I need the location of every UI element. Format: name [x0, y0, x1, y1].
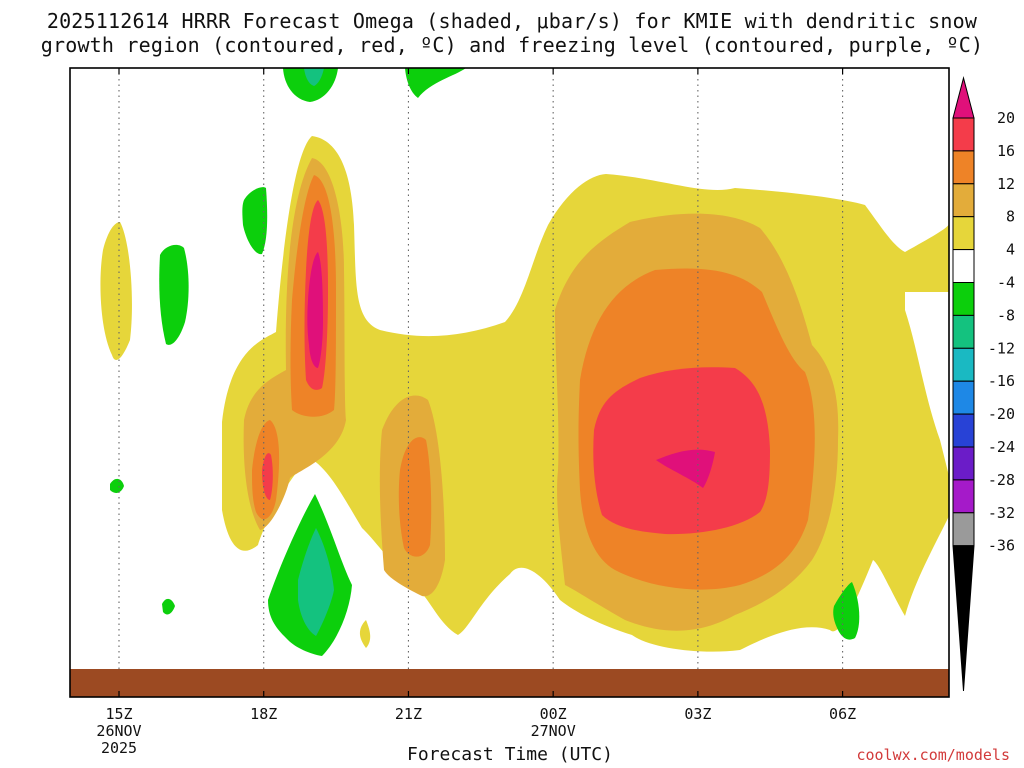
omega-region-neg4-e [110, 478, 124, 493]
colorbar-swatch-11 [952, 479, 975, 514]
omega-region-4-8-west [100, 222, 132, 360]
colorbar-label-13: -36 [988, 537, 1015, 555]
terrain-fill [70, 669, 949, 697]
x-year-label-15Z: 2025 [101, 739, 137, 757]
colorbar-swatch-7 [952, 347, 975, 382]
x-tick-label-21Z: 21Z [395, 705, 422, 723]
colorbar-swatch-5 [952, 282, 975, 316]
omega-region-neg4-d [159, 244, 189, 345]
colorbar-bottom-arrow [952, 545, 975, 692]
terrain-ground [70, 669, 949, 697]
x-tick-label-03Z: 03Z [684, 705, 711, 723]
x-date-label-00Z: 27NOV [531, 722, 576, 740]
omega-region-neg4-h [833, 582, 860, 640]
plot-frame [69, 67, 950, 698]
x-tick-label-06Z: 06Z [829, 705, 856, 723]
colorbar-swatch-4 [952, 249, 975, 284]
colorbar-swatch-0 [952, 117, 975, 152]
omega-region-gt20-b [656, 449, 715, 488]
omega-region-neg4-f [162, 598, 175, 615]
colorbar-label-2: 12 [997, 175, 1015, 193]
colorbar-swatch-6 [952, 314, 975, 349]
colorbar-label-5: -4 [997, 274, 1015, 292]
omega-region-neg8-a [304, 68, 324, 86]
omega-region-neg8-b [298, 528, 334, 636]
omega-region-16-20-b [262, 453, 273, 500]
colorbar-label-7: -12 [988, 339, 1015, 357]
colorbar-swatch-1 [952, 150, 975, 185]
site-credit: coolwx.com/models [856, 746, 1010, 764]
colorbar-label-11: -28 [988, 471, 1015, 489]
colorbar-swatch-9 [952, 413, 975, 448]
grid [118, 68, 844, 697]
omega-shading [100, 68, 949, 656]
colorbar-swatch-12 [952, 512, 975, 547]
omega-region-16-20-c [593, 367, 770, 535]
omega-region-4-8-small [359, 620, 371, 648]
chart-title-line-2: growth region (contoured, red, ºC) and f… [40, 33, 984, 57]
colorbar-label-9: -20 [988, 405, 1015, 423]
colorbar-swatch-8 [952, 380, 975, 415]
colorbar-label-3: 8 [1006, 208, 1015, 226]
x-axis-label: Forecast Time (UTC) [407, 744, 613, 765]
omega-region-12-16-c [398, 437, 432, 557]
omega-region-neg4-b [405, 68, 466, 98]
colorbar-label-12: -32 [988, 504, 1015, 522]
colorbar-swatch-10 [952, 446, 975, 481]
colorbar-label-0: 20 [997, 109, 1015, 127]
colorbar-label-8: -16 [988, 372, 1015, 390]
x-tick-label-15Z: 15Z [105, 705, 132, 723]
x-tick-label-18Z: 18Z [250, 705, 277, 723]
colorbar-label-10: -24 [988, 438, 1015, 456]
omega-region-gt20-a [307, 252, 323, 368]
x-tick-label-00Z: 00Z [540, 705, 567, 723]
omega-region-neg4-c [242, 187, 268, 255]
colorbar-swatch-3 [952, 216, 975, 251]
axes: 2503003504004505005506006507007508008509… [69, 67, 950, 757]
x-date-label-15Z: 26NOV [96, 722, 141, 740]
omega-region-neg4-a [283, 68, 338, 102]
colorbar-label-4: 4 [1006, 241, 1015, 259]
colorbar: 20 16 12 8 4 -4 -8 -12 -16 -20 -24 -28 -32 -36 [952, 76, 1015, 692]
colorbar-top-arrow [952, 76, 975, 119]
colorbar-label-1: 16 [997, 142, 1015, 160]
colorbar-label-6: -8 [997, 306, 1015, 324]
chart-title-line-1: 2025112614 HRRR Forecast Omega (shaded, … [46, 9, 978, 33]
colorbar-swatch-2 [952, 183, 975, 218]
